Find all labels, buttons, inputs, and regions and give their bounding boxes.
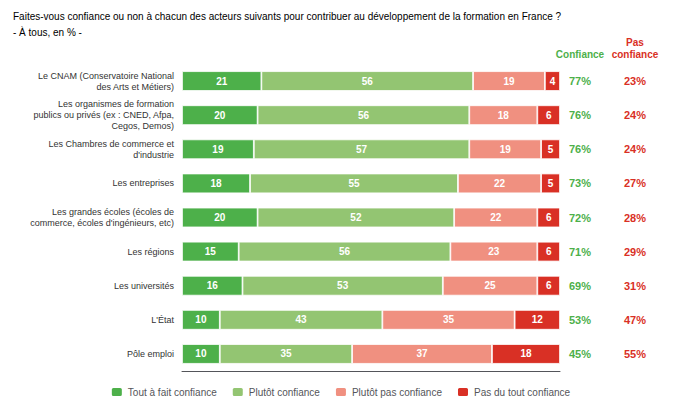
svg-text:29%: 29% (624, 246, 646, 258)
svg-text:23%: 23% (624, 75, 646, 87)
svg-text:55%: 55% (624, 348, 646, 360)
svg-text:Les organismes de formation: Les organismes de formation (58, 99, 174, 109)
svg-text:d'industrie: d'industrie (133, 150, 174, 160)
svg-text:56: 56 (339, 246, 351, 257)
svg-text:77%: 77% (569, 75, 591, 87)
svg-text:19: 19 (503, 76, 515, 87)
svg-text:Pas: Pas (626, 37, 644, 48)
svg-text:4: 4 (550, 76, 556, 87)
svg-text:5: 5 (548, 178, 554, 189)
svg-text:45%: 45% (569, 348, 591, 360)
svg-text:53%: 53% (569, 314, 591, 326)
svg-text:Les universités: Les universités (114, 281, 175, 291)
svg-text:20: 20 (214, 212, 226, 223)
svg-text:56: 56 (362, 76, 374, 87)
svg-text:10: 10 (195, 314, 207, 325)
svg-text:16: 16 (207, 280, 219, 291)
svg-text:37: 37 (416, 348, 428, 359)
svg-text:L'État: L'État (151, 315, 174, 325)
svg-text:6: 6 (546, 110, 552, 121)
svg-text:Faites-vous confiance ou non à: Faites-vous confiance ou non à chacun de… (13, 11, 562, 22)
svg-text:28%: 28% (624, 212, 646, 224)
svg-text:- À tous, en % -: - À tous, en % - (13, 26, 82, 38)
svg-text:6: 6 (546, 246, 552, 257)
svg-text:53: 53 (337, 280, 349, 291)
svg-text:Les régions: Les régions (127, 247, 174, 257)
svg-text:55: 55 (348, 178, 360, 189)
svg-text:21: 21 (216, 76, 228, 87)
svg-text:Plutôt confiance: Plutôt confiance (249, 387, 321, 398)
svg-text:5: 5 (548, 144, 554, 155)
svg-text:73%: 73% (569, 177, 591, 189)
svg-text:des Arts et Métiers): des Arts et Métiers) (96, 82, 174, 92)
svg-text:71%: 71% (569, 246, 591, 258)
svg-text:22: 22 (494, 178, 506, 189)
svg-text:6: 6 (546, 280, 552, 291)
svg-text:47%: 47% (624, 314, 646, 326)
svg-text:Les entreprises: Les entreprises (112, 178, 174, 188)
svg-text:56: 56 (358, 110, 370, 121)
svg-text:Confiance: Confiance (556, 49, 605, 60)
svg-text:Plutôt pas confiance: Plutôt pas confiance (352, 387, 442, 398)
svg-text:Cegos, Demos): Cegos, Demos) (111, 121, 174, 131)
svg-text:Pas du tout confiance: Pas du tout confiance (474, 387, 571, 398)
svg-text:24%: 24% (624, 109, 646, 121)
svg-text:6: 6 (546, 212, 552, 223)
svg-text:52: 52 (350, 212, 362, 223)
svg-text:57: 57 (356, 144, 368, 155)
svg-text:35: 35 (443, 314, 455, 325)
svg-text:Les grandes écoles (écoles de: Les grandes écoles (écoles de (52, 207, 174, 217)
svg-text:19: 19 (212, 144, 224, 155)
svg-text:18: 18 (498, 110, 510, 121)
svg-text:22: 22 (490, 212, 502, 223)
svg-text:Pôle emploi: Pôle emploi (127, 349, 174, 359)
svg-text:commerce, écoles d'ingénieurs,: commerce, écoles d'ingénieurs, etc) (30, 218, 174, 228)
svg-text:23: 23 (488, 246, 500, 257)
svg-text:19: 19 (500, 144, 512, 155)
svg-text:Le CNAM (Conservatoire Nationa: Le CNAM (Conservatoire National (38, 71, 174, 81)
svg-text:18: 18 (520, 348, 532, 359)
svg-text:27%: 27% (624, 177, 646, 189)
svg-text:72%: 72% (569, 212, 591, 224)
svg-text:10: 10 (195, 348, 207, 359)
svg-text:publics ou privés (ex : CNED,: publics ou privés (ex : CNED, Afpa, (33, 110, 174, 120)
svg-text:24%: 24% (624, 143, 646, 155)
svg-text:confiance: confiance (612, 49, 659, 60)
svg-text:76%: 76% (569, 109, 591, 121)
svg-text:12: 12 (532, 314, 544, 325)
svg-text:43: 43 (296, 314, 308, 325)
svg-text:18: 18 (210, 178, 222, 189)
svg-text:76%: 76% (569, 143, 591, 155)
svg-text:25: 25 (485, 280, 497, 291)
svg-text:31%: 31% (624, 280, 646, 292)
svg-text:20: 20 (214, 110, 226, 121)
svg-text:35: 35 (280, 348, 292, 359)
svg-text:69%: 69% (569, 280, 591, 292)
svg-text:Les Chambres de commerce et: Les Chambres de commerce et (48, 139, 174, 149)
svg-text:Tout à fait confiance: Tout à fait confiance (128, 387, 217, 398)
svg-text:15: 15 (205, 246, 217, 257)
